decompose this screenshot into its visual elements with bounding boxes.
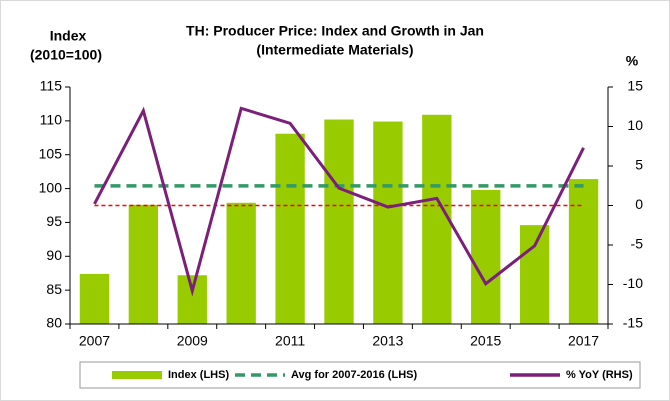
bar <box>373 121 403 324</box>
x-tick-label: 2015 <box>470 333 501 349</box>
y-axis-label: (2010=100) <box>30 47 102 63</box>
y2-tick-label: -15 <box>623 315 643 331</box>
chart-title: TH: Producer Price: Index and Growth in … <box>186 23 484 39</box>
bar <box>128 204 159 324</box>
y2-tick-label: 15 <box>627 78 643 94</box>
y-tick-label: 95 <box>46 213 62 229</box>
x-tick-label: 2013 <box>372 333 403 349</box>
y2-tick-label: 0 <box>635 196 643 212</box>
legend-label: Index (LHS) <box>168 369 229 381</box>
y-tick-label: 105 <box>39 145 63 161</box>
bar <box>519 225 550 324</box>
legend-swatch <box>112 371 162 379</box>
bar <box>324 119 354 324</box>
y-tick-label: 85 <box>46 281 62 297</box>
bar <box>177 275 207 324</box>
y2-axis-label: % <box>626 53 639 69</box>
y-tick-label: 115 <box>40 78 63 94</box>
bar <box>568 179 599 324</box>
legend-label: % YoY (RHS) <box>566 369 633 381</box>
yoy-line <box>93 106 585 297</box>
chart-subtitle: (Intermediate Materials) <box>256 42 413 58</box>
bar <box>471 189 501 324</box>
x-tick-label: 2007 <box>79 333 110 349</box>
bar <box>79 273 110 324</box>
bar <box>422 114 452 325</box>
y2-tick-label: 5 <box>635 157 643 173</box>
bar <box>275 133 305 324</box>
y2-tick-label: -10 <box>623 275 643 291</box>
y-axis-label: Index <box>50 28 87 44</box>
y-tick-label: 80 <box>46 315 62 331</box>
y2-tick-label: 10 <box>627 117 643 133</box>
y-tick-label: 110 <box>40 112 63 128</box>
y-tick-label: 90 <box>46 247 62 263</box>
legend-label: Avg for 2007-2016 (LHS) <box>291 369 417 381</box>
x-tick-label: 2009 <box>177 333 208 349</box>
y-tick-label: 100 <box>39 179 63 195</box>
y2-tick-label: -5 <box>631 236 644 252</box>
x-tick-label: 2017 <box>568 333 599 349</box>
bar <box>226 202 256 324</box>
x-tick-label: 2011 <box>275 333 305 349</box>
